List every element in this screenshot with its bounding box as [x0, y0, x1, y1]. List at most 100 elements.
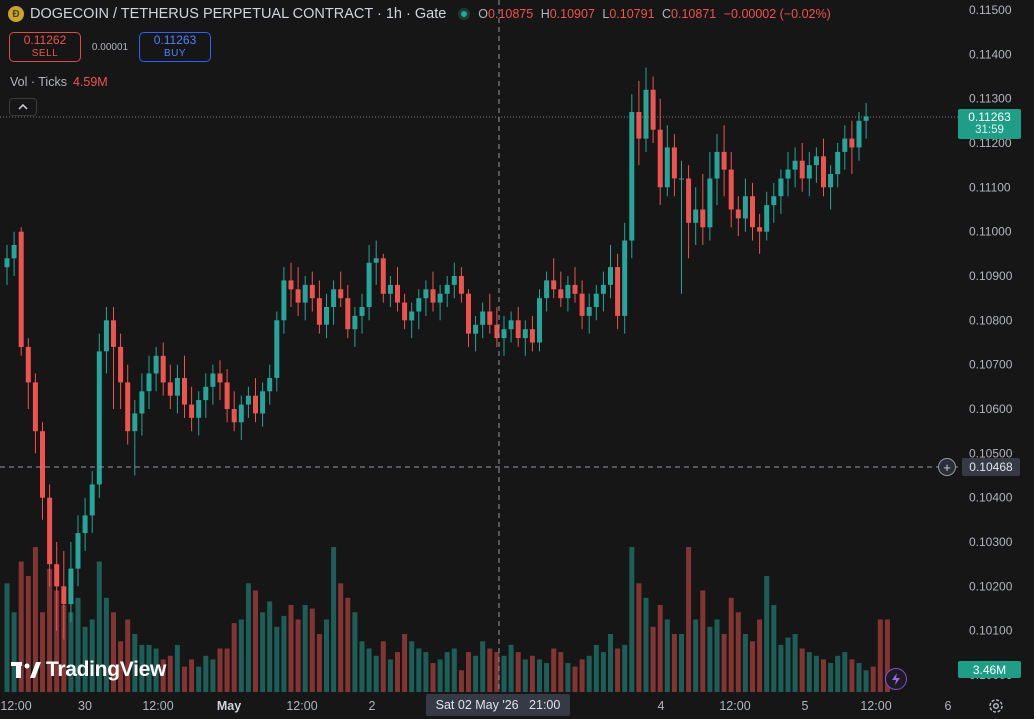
volume-bar [494, 652, 500, 692]
candle [473, 315, 479, 352]
candle [167, 364, 173, 409]
volume-bar [160, 659, 166, 692]
volume-bar [508, 644, 514, 692]
candle [537, 289, 542, 352]
volume-bar [210, 659, 216, 692]
volume-bar [764, 576, 770, 692]
buy-button[interactable]: 0.11263 BUY [139, 32, 211, 62]
candle [302, 276, 308, 321]
trade-buttons: 0.11262 SELL 0.00001 0.11263 BUY [9, 32, 211, 62]
volume-bar [153, 648, 159, 692]
candle [664, 125, 670, 197]
volume-legend[interactable]: Vol · Ticks 4.59M [10, 75, 108, 89]
volume-bar [203, 655, 209, 693]
add-alert-plus-icon[interactable]: + [938, 458, 956, 476]
volume-bar [18, 561, 24, 692]
candle [600, 271, 606, 312]
candle [480, 302, 486, 339]
candle [728, 151, 734, 228]
volume-bar [373, 655, 379, 693]
candle [529, 315, 535, 352]
volume-bar [600, 652, 606, 692]
volume-bar [806, 652, 812, 692]
volume-bar [487, 648, 493, 692]
candle [828, 165, 834, 210]
candle [792, 147, 798, 188]
candle [316, 280, 322, 334]
candle [742, 178, 748, 232]
volume-bar [61, 605, 67, 692]
candle [352, 307, 358, 347]
price-tick-label: 0.10700 [969, 358, 1013, 372]
price-tick-label: 0.11000 [969, 225, 1012, 239]
candle [657, 98, 663, 206]
volume-bar [664, 619, 670, 692]
candle [274, 311, 280, 392]
candle [210, 364, 216, 405]
volume-bar [253, 590, 258, 692]
candle [160, 342, 166, 396]
candle [32, 373, 38, 454]
candle [82, 497, 88, 551]
volume-bar [295, 619, 301, 692]
volume-bar [565, 663, 571, 692]
candle [551, 258, 557, 299]
sell-button[interactable]: 0.11262 SELL [9, 32, 81, 62]
collapse-legend-button[interactable] [9, 98, 37, 116]
ohlc-values: O0.10875 H0.10907 L0.10791 C0.10871 −0.0… [478, 7, 831, 21]
volume-bar [32, 547, 38, 692]
volume-bar [331, 547, 337, 692]
candle [217, 360, 223, 401]
candle [4, 245, 10, 285]
candle [572, 267, 578, 303]
candle [579, 280, 585, 330]
volume-bar [622, 644, 628, 692]
volume-bar [224, 648, 230, 692]
time-tick-label: 12:00 [142, 699, 173, 713]
volume-bar [721, 634, 727, 692]
lightning-icon[interactable] [885, 668, 907, 690]
price-tick-label: 0.10800 [969, 313, 1013, 327]
candle [139, 373, 145, 436]
price-tick-label: 0.10200 [969, 579, 1013, 593]
volume-bar [316, 634, 322, 692]
price-tick-label: 0.11300 [969, 92, 1012, 106]
candle [196, 391, 202, 436]
candle [842, 125, 848, 170]
price-tick-label: 0.10300 [969, 535, 1013, 549]
volume-bar [863, 670, 869, 693]
symbol-title[interactable]: DOGECOIN / TETHERUS PERPETUAL CONTRACT ·… [30, 6, 447, 22]
volume-bar [636, 583, 642, 693]
candle [863, 103, 869, 139]
volume-bar [274, 626, 280, 693]
price-axis[interactable]: 0.11500 0.11400 0.11300 0.11200 0.11100 0.110… [969, 3, 1013, 682]
candle [125, 364, 131, 445]
candle [54, 542, 60, 631]
candle [345, 284, 351, 339]
candle [267, 364, 273, 405]
candle [47, 484, 53, 587]
market-status-icon[interactable] [458, 8, 471, 20]
volume-bar [416, 648, 422, 692]
price-tick-label: 0.10600 [969, 402, 1013, 416]
candle [487, 293, 493, 334]
symbol-legend[interactable]: Ð DOGECOIN / TETHERUS PERPETUAL CONTRACT… [8, 6, 831, 22]
candle [494, 307, 500, 347]
candle [231, 391, 237, 432]
volume-bar [89, 619, 95, 692]
candle [735, 196, 741, 237]
volume-bar [338, 583, 344, 693]
candle [813, 147, 819, 183]
tradingview-logo[interactable]: TradingView [10, 658, 166, 682]
candle [721, 125, 727, 197]
gear-icon[interactable] [987, 697, 1005, 715]
price-tick-label: 0.11100 [969, 180, 1011, 194]
candle [182, 355, 187, 418]
candle [451, 262, 457, 299]
candle [458, 267, 464, 303]
volume-bar [68, 612, 74, 693]
candle [515, 307, 521, 347]
volume-bar [707, 626, 713, 693]
volume-bar [700, 590, 706, 692]
